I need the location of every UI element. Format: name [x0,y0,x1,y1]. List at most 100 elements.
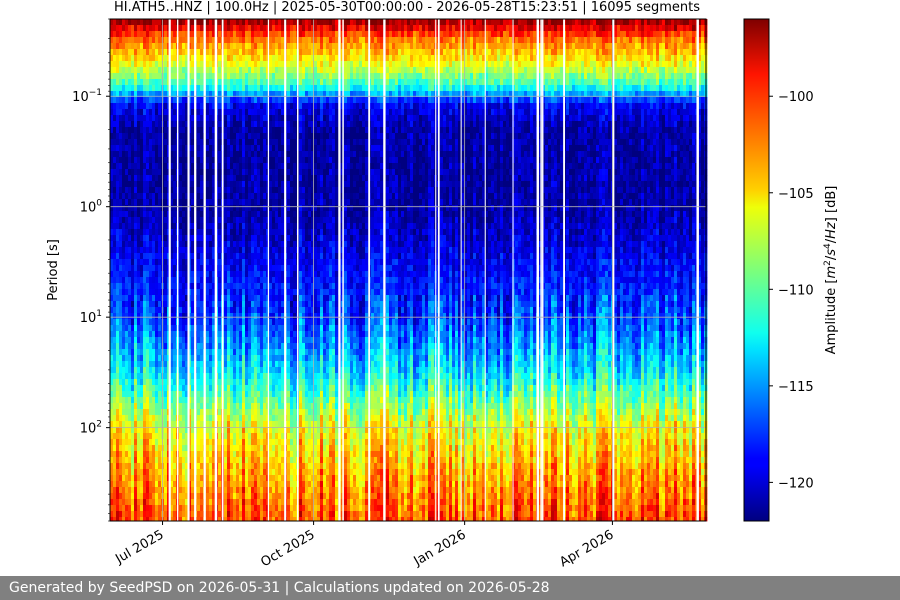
heatmap-cell [185,241,189,248]
heatmap-cell [110,433,114,440]
heatmap-cell [143,217,147,224]
heatmap-cell [281,481,285,488]
heatmap-cell [245,283,249,290]
heatmap-cell [230,175,234,182]
heatmap-cell [206,481,210,488]
heatmap-cell [227,169,231,176]
heatmap-cell [269,85,273,92]
heatmap-cell [248,511,252,518]
heatmap-cell [260,415,264,422]
heatmap-cell [140,199,144,206]
heatmap-cell [245,445,249,452]
heatmap-cell [113,25,117,32]
heatmap-cell [278,61,282,68]
heatmap-cell [119,187,123,194]
heatmap-cell [278,199,282,206]
heatmap-cell [263,79,267,86]
heatmap-cell [209,415,213,422]
heatmap-cell [170,235,174,242]
heatmap-cell [278,295,282,302]
heatmap-cell [191,205,195,212]
heatmap-cell [233,187,237,194]
heatmap-cell [242,67,246,74]
heatmap-cell [239,271,243,278]
heatmap-cell [113,403,117,410]
heatmap-cell [269,259,273,266]
heatmap-cell [140,289,144,296]
heatmap-cell [254,37,258,44]
heatmap-cell [119,31,123,38]
heatmap-cell [242,307,246,314]
heatmap-cell [119,241,123,248]
heatmap-cell [230,439,234,446]
heatmap-cell [251,331,255,338]
heatmap-cell [260,343,264,350]
heatmap-cell [248,499,252,506]
heatmap-cell [200,145,204,152]
heatmap-cell [278,79,282,86]
heatmap-cell [230,379,234,386]
heatmap-cell [206,421,210,428]
heatmap-cell [224,19,228,26]
heatmap-cell [224,49,228,56]
heatmap-cell [224,517,228,522]
heatmap-cell [152,97,156,104]
heatmap-cell [197,181,201,188]
heatmap-cell [245,187,249,194]
heatmap-cell [281,91,285,98]
heatmap-cell [260,25,264,32]
heatmap-cell [125,397,129,404]
heatmap-cell [110,145,114,152]
heatmap-cell [212,511,216,518]
heatmap-cell [260,307,264,314]
heatmap-cell [266,475,270,482]
heatmap-cell [230,331,234,338]
heatmap-cell [122,79,126,86]
heatmap-cell [266,181,270,188]
heatmap-cell [227,181,231,188]
heatmap-cell [185,337,189,344]
heatmap-cell [230,445,234,452]
heatmap-cell [227,331,231,338]
heatmap-cell [230,469,234,476]
heatmap-cell [248,373,252,380]
heatmap-cell [248,517,252,522]
heatmap-cell [272,361,276,368]
heatmap-cell [164,481,168,488]
heatmap-cell [137,55,141,62]
heatmap-cell [191,25,195,32]
heatmap-cell [191,343,195,350]
heatmap-cell [218,97,222,104]
heatmap-cell [269,469,273,476]
heatmap-cell [137,289,141,296]
heatmap-cell [128,313,132,320]
heatmap-cell [224,25,228,32]
heatmap-cell [218,235,222,242]
heatmap-cell [155,415,159,422]
heatmap-cell [143,19,147,26]
heatmap-cell [164,355,168,362]
heatmap-cell [218,385,222,392]
heatmap-cell [278,439,282,446]
heatmap-cell [179,355,183,362]
heatmap-cell [245,73,249,80]
heatmap-cell [179,511,183,518]
heatmap-cell [263,499,267,506]
heatmap-cell [212,475,216,482]
heatmap-cell [152,481,156,488]
heatmap-cell [116,307,120,314]
heatmap-cell [236,217,240,224]
heatmap-cell [188,355,192,362]
heatmap-cell [227,433,231,440]
heatmap-cell [188,283,192,290]
heatmap-cell [149,277,153,284]
heatmap-cell [266,517,270,522]
heatmap-cell [173,85,177,92]
heatmap-cell [116,97,120,104]
heatmap-cell [128,361,132,368]
heatmap-cell [110,307,114,314]
heatmap-cell [131,505,135,512]
heatmap-cell [152,163,156,170]
heatmap-cell [125,61,129,68]
heatmap-cell [155,61,159,68]
